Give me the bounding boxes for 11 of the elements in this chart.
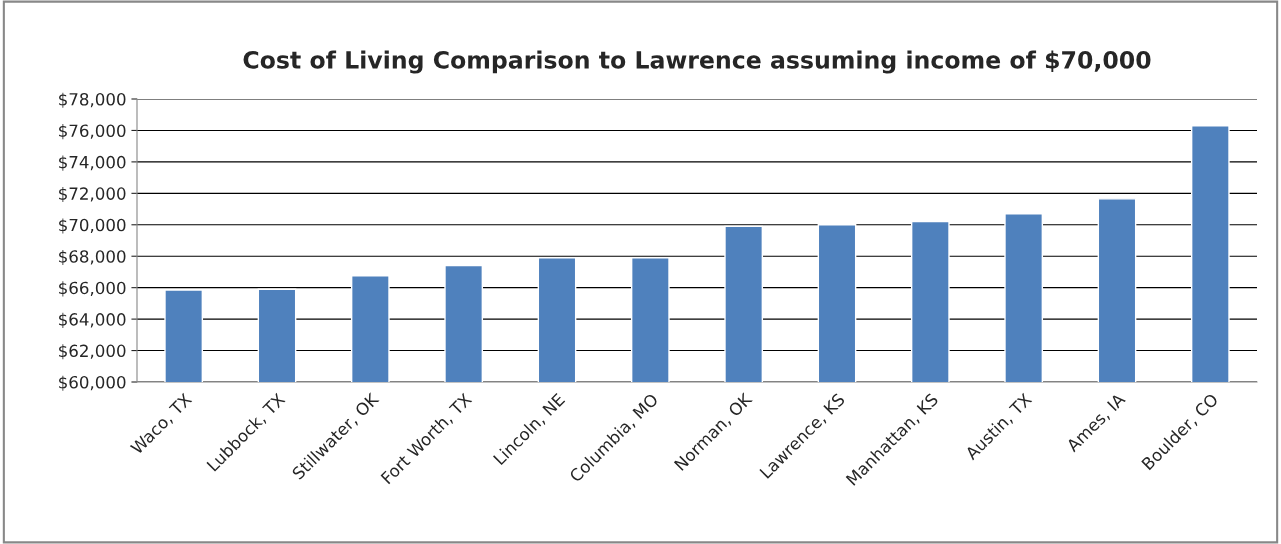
y-tick-label: $78,000	[59, 92, 126, 108]
y-tick-label: $72,000	[59, 187, 126, 203]
y-tick-label: $66,000	[59, 281, 126, 297]
y-tick-label: $62,000	[59, 344, 126, 360]
chart-title: Cost of Living Comparison to Lawrence assuming income of $70,000	[243, 50, 1151, 74]
y-tick-label: $74,000	[59, 155, 126, 171]
y-tick-label: $68,000	[59, 249, 126, 265]
y-tick-label: $70,000	[59, 218, 126, 234]
y-tick-label: $76,000	[59, 124, 126, 140]
y-tick-label: $64,000	[59, 312, 126, 328]
y-tick-label: $60,000	[59, 375, 126, 391]
